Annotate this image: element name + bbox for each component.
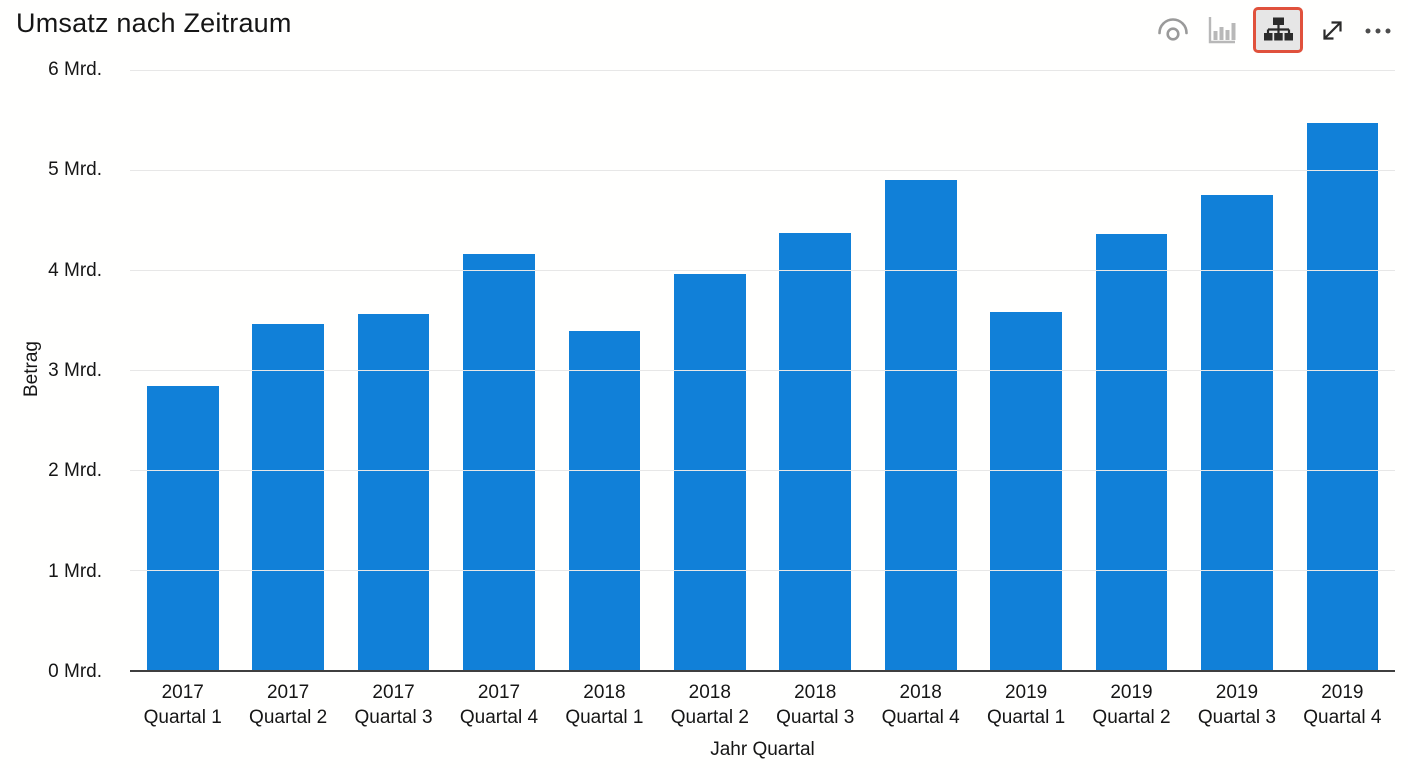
bar[interactable] [990, 312, 1062, 670]
bar[interactable] [568, 331, 641, 670]
bar-slot [446, 70, 551, 670]
y-tick-label: 6 Mrd. [48, 59, 102, 80]
x-tick-quarter: Quartal 3 [776, 707, 855, 728]
bar[interactable] [463, 254, 535, 670]
x-tick-quarter: Quartal 4 [1303, 707, 1382, 728]
x-tick-year: 2017 [266, 682, 310, 703]
bar[interactable] [1095, 234, 1168, 670]
x-tick-quarter: Quartal 1 [143, 707, 222, 728]
x-tick-quarter: Quartal 2 [670, 707, 749, 728]
x-tick-label: 2018 Quartal 4 [868, 680, 973, 730]
gridline [130, 570, 1395, 572]
y-tick-label: 1 Mrd. [48, 560, 102, 582]
bar-slot [1079, 70, 1184, 670]
hierarchy-expand-button[interactable] [1253, 7, 1303, 53]
y-tick-label: 2 Mrd. [48, 460, 102, 482]
focus-mode-icon[interactable] [1318, 16, 1347, 45]
eye-icon[interactable] [1156, 16, 1190, 44]
bar-slot [552, 70, 657, 670]
bar[interactable] [357, 314, 430, 670]
x-tick-year: 2019 [1004, 682, 1048, 703]
x-tick-quarter: Quartal 1 [987, 707, 1066, 728]
bar[interactable] [146, 386, 219, 670]
x-tick-year: 2017 [161, 682, 204, 703]
x-tick-label: 2018 Quartal 2 [657, 680, 762, 730]
x-tick-year: 2019 [1110, 682, 1153, 703]
x-tick-year: 2018 [794, 682, 837, 703]
x-tick-year: 2018 [899, 682, 942, 703]
x-tick-quarter: Quartal 3 [354, 707, 433, 728]
x-tick-year: 2018 [688, 682, 731, 703]
x-tick-quarter: Quartal 2 [1092, 707, 1171, 728]
y-tick-label: 3 Mrd. [48, 360, 102, 381]
x-tick-label: 2017 Quartal 1 [130, 680, 235, 730]
x-tick-quarter: Quartal 3 [1197, 707, 1276, 728]
bar-slot [763, 70, 868, 670]
gridline [130, 270, 1395, 272]
bar-slot [1184, 70, 1289, 670]
bar-slot [657, 70, 762, 670]
y-tick-label: 0 Mrd. [48, 661, 102, 682]
x-tick-quarter: Quartal 2 [249, 707, 328, 728]
bar[interactable] [1201, 195, 1273, 670]
y-axis-ticks: 0 Mrd. 1 Mrd. 2 Mrd. 3 Mrd. 4 Mrd. 5 Mrd. 6 Mr… [0, 59, 118, 682]
x-tick-label: 2018 Quartal 3 [763, 680, 868, 730]
bar-slot [868, 70, 973, 670]
gridline [130, 370, 1395, 371]
gridline [130, 470, 1395, 472]
x-tick-year: 2018 [583, 682, 626, 703]
bar[interactable] [884, 180, 957, 670]
x-tick-label: 2018 Quartal 1 [552, 680, 657, 730]
chart-title: Umsatz nach Zeitraum [16, 8, 292, 38]
bar-slot [1290, 70, 1395, 670]
x-tick-quarter: Quartal 4 [459, 707, 539, 728]
bar-slot [973, 70, 1078, 670]
plot-area [130, 70, 1395, 672]
bar-slot [235, 70, 340, 670]
x-tick-label: 2017 Quartal 4 [446, 680, 551, 730]
x-tick-label: 2017 Quartal 2 [235, 680, 340, 730]
y-tick-label: 5 Mrd. [48, 159, 102, 181]
hierarchy-icon [1263, 16, 1294, 44]
visual-header-toolbar [1156, 4, 1394, 56]
bar-slot [341, 70, 446, 670]
x-tick-quarter: Quartal 1 [565, 707, 644, 728]
x-tick-label: 2019 Quartal 4 [1290, 680, 1395, 730]
x-axis-title: Jahr Quartal [710, 739, 815, 760]
x-tick-year: 2017 [372, 682, 415, 703]
x-tick-quarter: Quartal 4 [881, 707, 960, 728]
x-tick-label: 2017 Quartal 3 [341, 680, 446, 730]
bar[interactable] [673, 274, 746, 670]
more-options-icon[interactable] [1362, 17, 1394, 43]
bars-row [130, 70, 1395, 670]
x-tick-year: 2017 [477, 682, 521, 703]
bar-slot [130, 70, 235, 670]
gridline [130, 70, 1395, 71]
x-tick-label: 2019 Quartal 2 [1079, 680, 1184, 730]
x-tick-label: 2019 Quartal 3 [1184, 680, 1289, 730]
y-tick-label: 4 Mrd. [48, 259, 102, 281]
bar[interactable] [1306, 123, 1379, 670]
x-tick-year: 2019 [1321, 682, 1364, 703]
bar[interactable] [252, 324, 324, 670]
x-tick-label: 2019 Quartal 1 [973, 680, 1078, 730]
x-tick-year: 2019 [1215, 682, 1259, 703]
bar[interactable] [779, 233, 852, 670]
bar-chart-icon[interactable] [1205, 14, 1238, 47]
gridline [130, 170, 1395, 171]
